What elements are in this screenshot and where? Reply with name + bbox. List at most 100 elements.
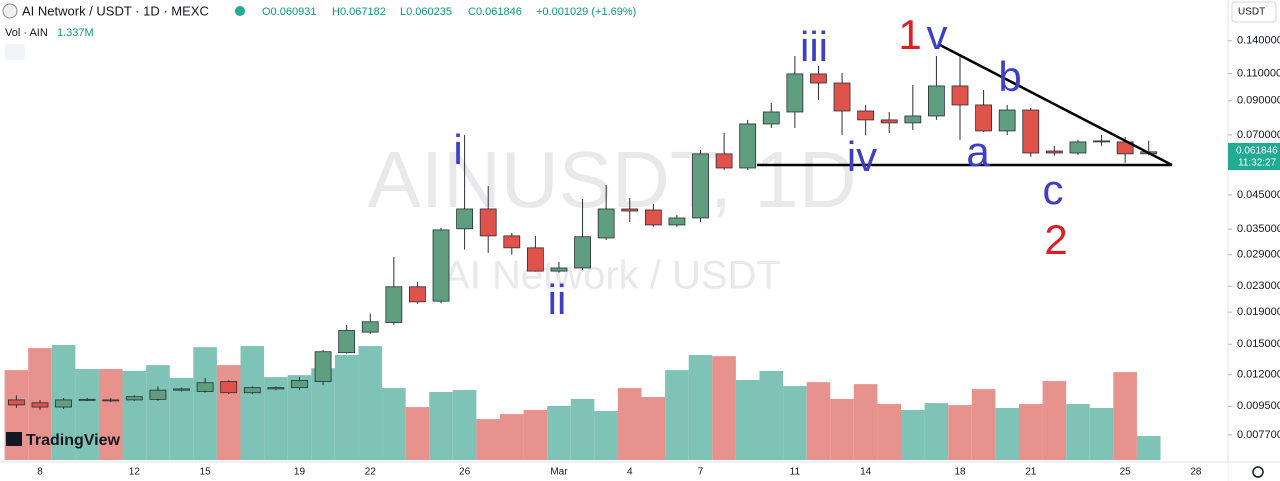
volume-bar <box>665 370 689 460</box>
x-tick-label: 14 <box>860 467 872 478</box>
y-tick-label: 0.015000 <box>1237 338 1280 350</box>
volume-bar <box>358 346 383 460</box>
symbol[interactable]: AI Network / USDT · 1D · MEXC <box>22 3 209 18</box>
candle-body <box>550 267 568 272</box>
y-tick-label: 0.045000 <box>1237 189 1280 201</box>
volume-bar <box>452 390 477 460</box>
volume-label: Vol · AIN <box>5 27 48 39</box>
volume-bar <box>570 399 595 460</box>
volume-bar <box>193 347 217 460</box>
candle-body <box>409 286 426 303</box>
volume-bar <box>547 405 571 460</box>
x-tick-label: Mar <box>550 467 568 478</box>
volume-bar <box>877 404 902 460</box>
candle-body <box>196 382 214 392</box>
candle-body <box>998 109 1016 132</box>
candle-body <box>267 387 285 390</box>
volume-bar <box>641 397 666 460</box>
ohlc-high: H0.067182 <box>332 6 386 18</box>
price-axis-bg <box>1228 0 1280 481</box>
volume-bar <box>806 382 831 460</box>
wave-label: iv <box>847 133 877 180</box>
x-tick-label: 25 <box>1120 467 1132 478</box>
volume-bar <box>311 368 335 460</box>
watermark-pair: AI Network / USDT <box>443 254 781 298</box>
wave-label: b <box>998 53 1021 100</box>
candle-body <box>928 85 945 117</box>
wave-label: c <box>1043 166 1064 213</box>
candle-body <box>668 217 686 226</box>
volume-bar <box>948 405 972 460</box>
y-tick-label: 0.007700 <box>1237 429 1280 441</box>
currency-label[interactable]: USDT <box>1238 7 1265 18</box>
candle-body <box>78 398 96 401</box>
volume-bar <box>1113 372 1137 460</box>
candle-body <box>102 399 120 402</box>
candle-body <box>833 82 851 112</box>
volume-bar <box>830 399 854 460</box>
wave-label: ii <box>548 276 567 323</box>
volume-bar <box>617 388 642 460</box>
candle-body <box>975 104 992 132</box>
countdown: 11:32:27 <box>1238 158 1277 169</box>
candle-body <box>55 399 72 408</box>
wave-label: i <box>453 126 462 173</box>
volume-bar <box>4 370 29 460</box>
y-tick-label: 0.009500 <box>1237 400 1280 412</box>
candle-body <box>739 123 757 169</box>
volume-value: 1.337M <box>57 27 94 39</box>
candle-body <box>644 209 662 226</box>
collapse-button[interactable] <box>5 44 25 60</box>
wave-label: v <box>927 11 948 58</box>
y-tick-label: 0.019000 <box>1237 306 1280 318</box>
volume-bar <box>98 369 123 460</box>
currency-button[interactable] <box>1231 1 1277 23</box>
wave-label: iii <box>800 23 828 70</box>
candle-body <box>149 389 167 400</box>
candle-body <box>1069 141 1087 154</box>
volume-bar <box>783 386 807 460</box>
symbol-logo <box>2 3 18 19</box>
candle-body <box>1093 140 1110 143</box>
x-tick-label: 11 <box>790 467 801 478</box>
volume-bar <box>688 355 713 460</box>
candle-body <box>810 73 827 84</box>
x-tick-label: 22 <box>365 467 377 478</box>
candle-layer <box>7 55 1158 410</box>
candle-body <box>243 387 261 394</box>
wave-label: 2 <box>1044 216 1067 263</box>
y-tick-label: 0.070000 <box>1237 129 1280 141</box>
volume-bar <box>405 407 430 460</box>
last-price: 0.061846 <box>1236 146 1278 157</box>
volume-bar <box>122 371 147 460</box>
volume-bar <box>476 419 500 460</box>
candle-body <box>1045 150 1063 154</box>
volume-bar <box>146 365 170 460</box>
settings-icon[interactable] <box>1252 466 1264 478</box>
x-tick-label: 12 <box>129 467 141 478</box>
y-tick-label: 0.090000 <box>1237 95 1280 107</box>
candle-body <box>31 402 49 408</box>
volume-bar <box>594 411 618 460</box>
candle-body <box>904 115 922 124</box>
candle-body <box>715 153 733 169</box>
y-tick-label: 0.012000 <box>1237 368 1280 380</box>
volume-bar <box>1136 436 1161 460</box>
ohlc-change: +0.001029 (+1.69%) <box>536 6 636 18</box>
x-tick-label: 8 <box>37 467 43 478</box>
y-tick-label: 0.023000 <box>1237 280 1280 292</box>
volume-bar <box>924 403 949 460</box>
candle-body <box>1022 109 1040 154</box>
x-tick-label: 4 <box>627 467 633 478</box>
candle-body <box>220 381 238 394</box>
volume-bar <box>264 377 288 460</box>
candle-body <box>597 208 615 239</box>
x-tick-label: 15 <box>200 467 212 478</box>
candle-body <box>951 85 969 106</box>
volume-bar <box>334 355 359 460</box>
x-tick-label: 26 <box>459 467 471 478</box>
volume-bar <box>429 392 453 460</box>
candle-body <box>880 119 898 124</box>
x-tick-label: 7 <box>698 467 704 478</box>
